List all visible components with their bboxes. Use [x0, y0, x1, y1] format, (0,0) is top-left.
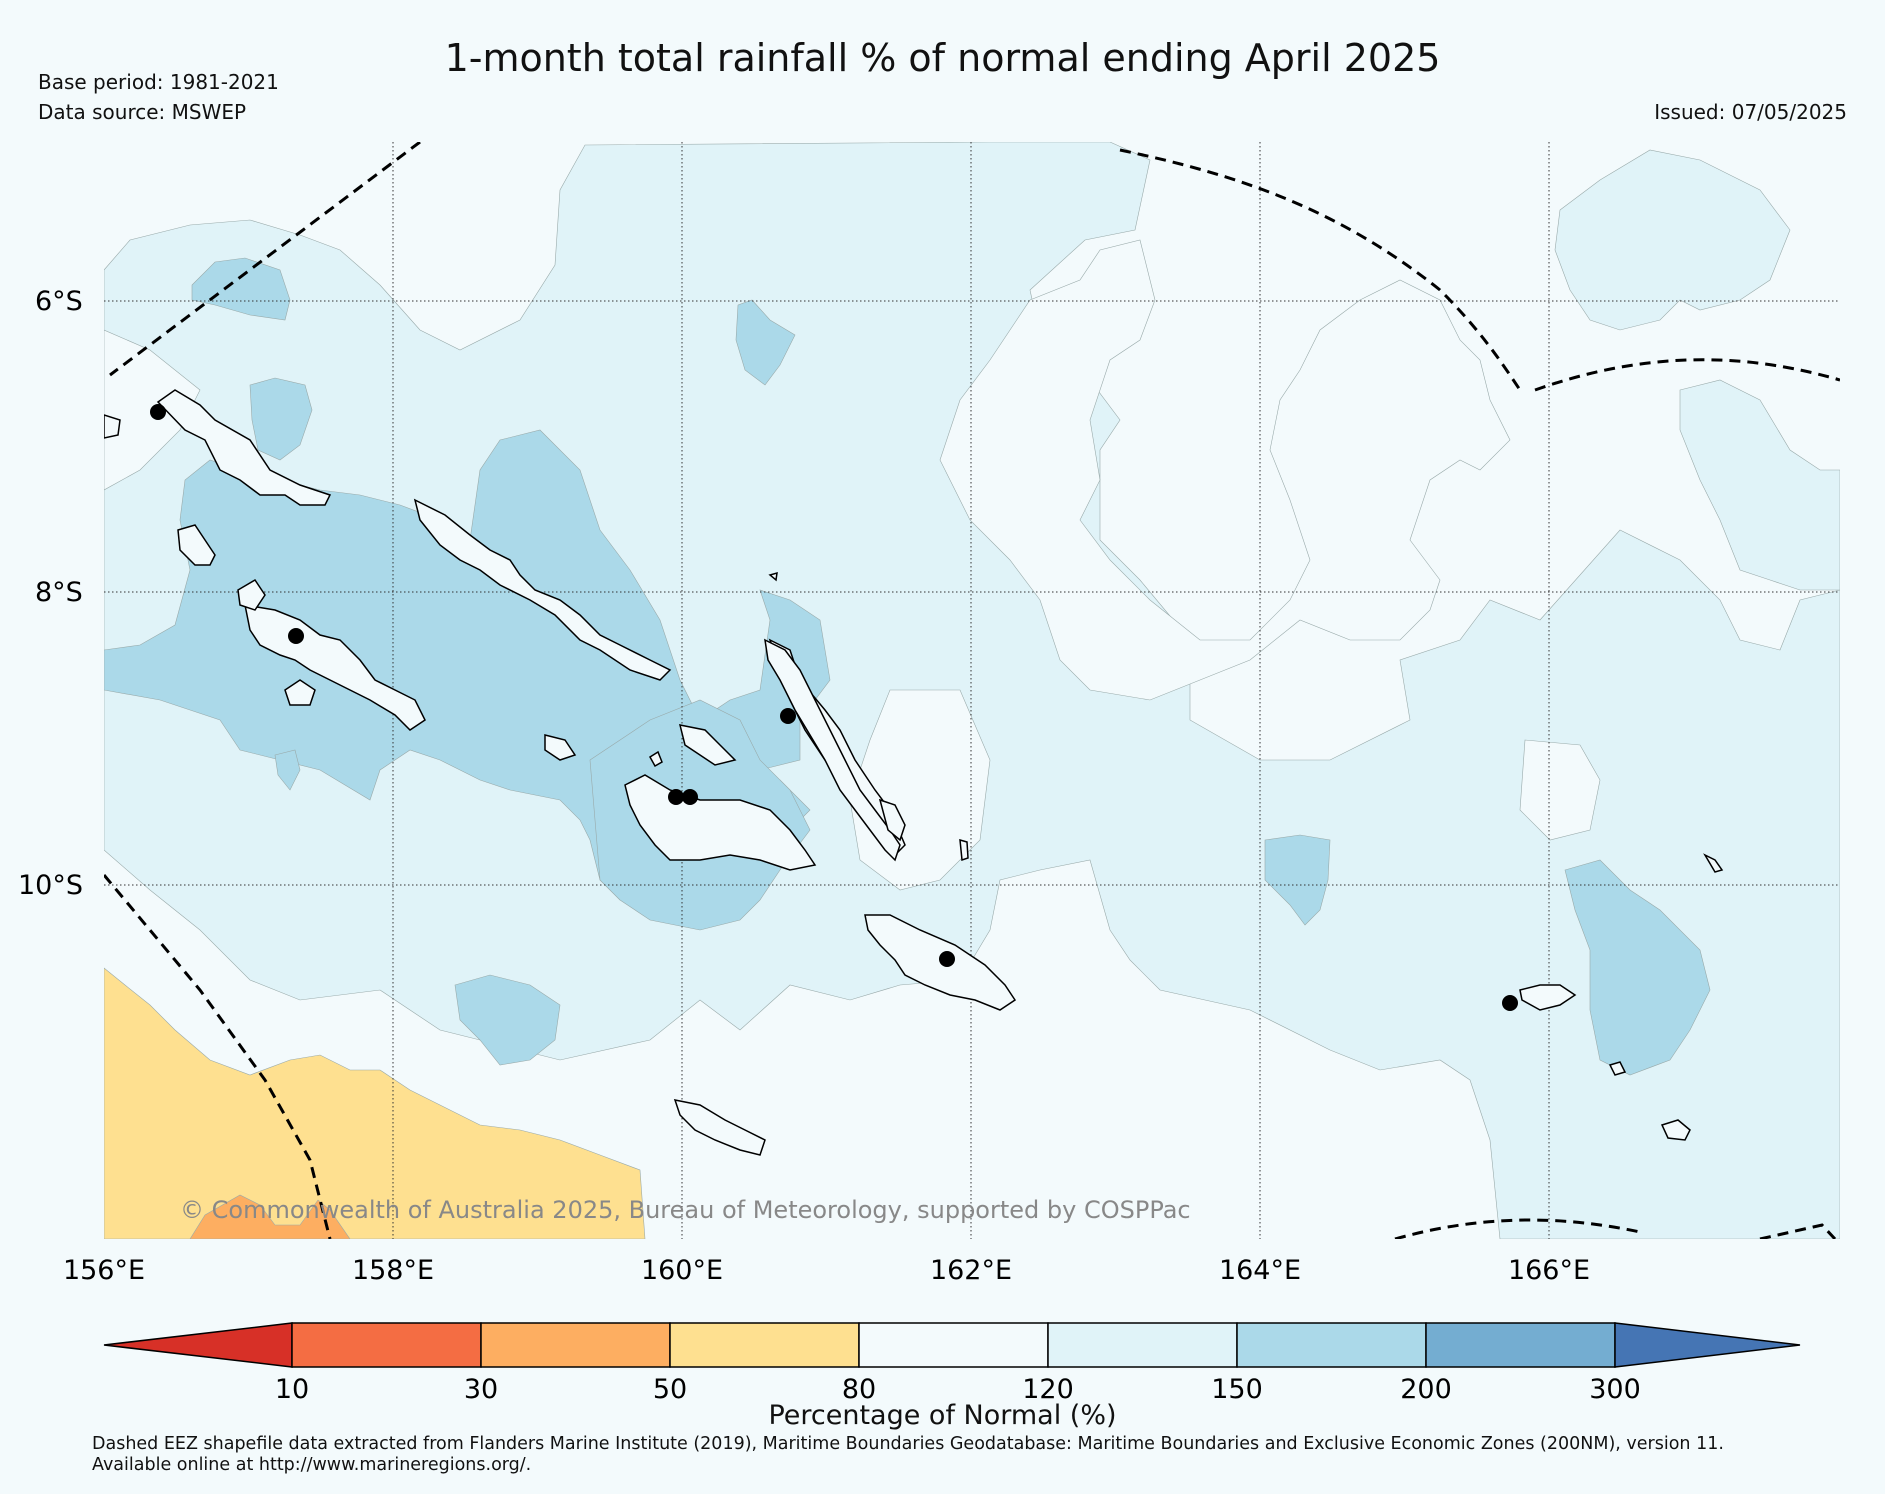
lon-label-160e: 160°E: [641, 1255, 723, 1286]
rainfall-zone-120-150: [104, 142, 1840, 1239]
copyright-text: © Commonwealth of Australia 2025, Bureau…: [180, 1196, 1191, 1224]
colorbar: [103, 1322, 1801, 1368]
city-marker: [682, 789, 698, 805]
colorbar-tick: 10: [275, 1374, 309, 1405]
island-vella-lavella: [237, 578, 266, 611]
island-vanikoro: [1660, 1119, 1691, 1141]
island-south-malaita: [878, 798, 906, 842]
island-ndende: [1519, 984, 1577, 1011]
island-utupua: [1608, 1061, 1627, 1076]
colorbar-segment-80-120: [858, 1322, 1049, 1368]
colorbar-tick: 200: [1400, 1374, 1452, 1405]
lat-label-10s: 10°S: [18, 870, 83, 901]
lat-label-8s: 8°S: [35, 577, 83, 608]
island-ranongga: [284, 679, 316, 706]
footnote-line-2: Available online at http://www.marinereg…: [92, 1455, 532, 1475]
colorbar-tick: 120: [1022, 1374, 1074, 1405]
island-small-1: [768, 571, 778, 582]
colorbar-label: Percentage of Normal (%): [768, 1400, 1117, 1431]
colorbar-segment-below-10: [103, 1322, 293, 1368]
rainfall-zone-120-150-e: [1679, 379, 1840, 591]
lon-label-162e: 162°E: [930, 1255, 1012, 1286]
rainfall-zone-150-200-n: [735, 299, 796, 386]
data-source-text: Data source: MSWEP: [38, 100, 247, 124]
island-russell: [544, 734, 577, 761]
colorbar-segment-150-200: [1236, 1322, 1427, 1368]
colorbar-segment-above-300: [1614, 1322, 1801, 1368]
normal-hole-3: [1519, 739, 1601, 841]
eez-boundaries: [104, 142, 1840, 1239]
island-florida: [678, 724, 737, 766]
island-malaita: [764, 638, 901, 862]
city-marker: [288, 628, 304, 644]
colorbar-segment-10-30: [291, 1322, 482, 1368]
island-bougainville: [156, 389, 332, 506]
rainfall-zone-150-200-small: [274, 749, 301, 791]
colorbar-segment-200-300: [1425, 1322, 1616, 1368]
island-small-3: [1703, 853, 1724, 873]
colorbar-segment-30-50: [480, 1322, 671, 1368]
rainfall-zone-150-200-e2: [1564, 859, 1711, 1076]
colorbar-tick: 300: [1589, 1374, 1641, 1405]
city-marker: [668, 789, 684, 805]
island-choiseul: [413, 498, 672, 681]
footnote-line-1: Dashed EEZ shapefile data extracted from…: [92, 1434, 1724, 1454]
colorbar-segment-120-150: [1047, 1322, 1238, 1368]
rainfall-zone-150-200-e1: [1264, 834, 1331, 926]
page-title: 1-month total rainfall % of normal endin…: [444, 36, 1441, 80]
base-period-text: Base period: 1981-2021: [38, 70, 279, 94]
rainfall-zone-30-50: [189, 1194, 351, 1239]
city-marker: [150, 404, 166, 420]
island-small-nw: [104, 414, 121, 439]
rainfall-zone-150-200-nw2: [249, 377, 313, 461]
colorbar-tick: 150: [1211, 1374, 1263, 1405]
map-frame: © Commonwealth of Australia 2025, Bureau…: [104, 142, 1840, 1239]
rainfall-zone-50-80: [104, 967, 646, 1239]
lat-label-6s: 6°S: [35, 286, 83, 317]
city-marker: [780, 708, 796, 724]
city-markers: [150, 404, 1518, 1011]
rainfall-zone-150-200-s: [454, 974, 561, 1066]
lon-label-164e: 164°E: [1219, 1255, 1301, 1286]
lon-label-166e: 166°E: [1508, 1255, 1590, 1286]
city-marker: [1502, 995, 1518, 1011]
city-marker: [939, 951, 955, 967]
colorbar-ticks: 10 30 50 80 120 150 200 300: [275, 1374, 1641, 1405]
colorbar-segment-50-80: [669, 1322, 860, 1368]
colorbar-tick: 30: [464, 1374, 498, 1405]
colorbar-tick: 50: [653, 1374, 687, 1405]
lon-label-156e: 156°E: [63, 1255, 145, 1286]
issued-date-text: Issued: 07/05/2025: [1654, 100, 1847, 124]
island-rennell: [673, 1099, 766, 1156]
rainfall-zone-150-200-nw: [191, 257, 291, 321]
rainfall-zone-120-150-ne: [1554, 149, 1791, 331]
lon-label-158e: 158°E: [352, 1255, 434, 1286]
island-savo: [648, 750, 663, 768]
colorbar-tick: 80: [842, 1374, 876, 1405]
normal-hole-1: [939, 239, 1511, 701]
island-shortland: [177, 524, 216, 566]
island-small-2: [959, 838, 969, 862]
footnote: Dashed EEZ shapefile data extracted from…: [92, 1434, 1724, 1476]
